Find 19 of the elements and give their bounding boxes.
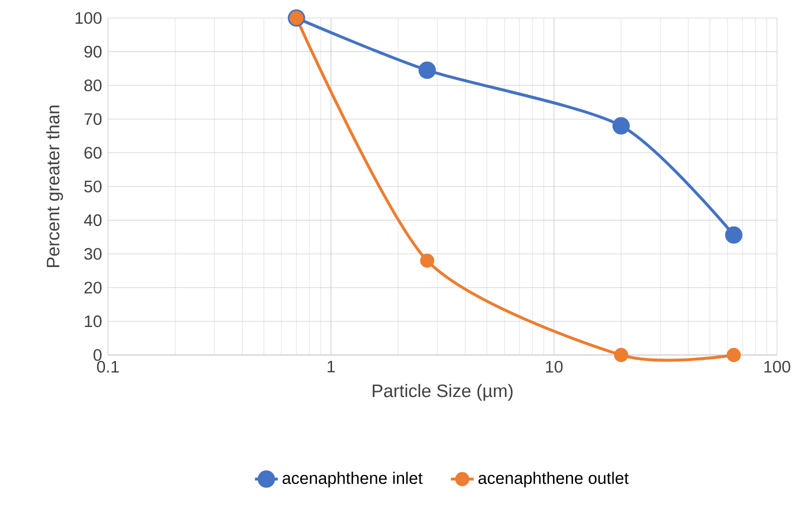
y-tick-label: 60 (84, 146, 102, 159)
y-axis-title: Percent greater than (46, 106, 64, 268)
y-tick-label: 10 (84, 315, 102, 328)
x-tick-label: 100 (764, 360, 790, 373)
x-tick-label: 0.1 (97, 360, 119, 373)
x-tick-label: 1 (328, 360, 335, 372)
y-tick-label: 50 (84, 180, 102, 192)
y-tick-label: 70 (84, 113, 102, 125)
y-tick-label: 90 (84, 46, 102, 58)
y-tick-label: 100 (76, 12, 102, 24)
y-tick-label: 0 (94, 349, 102, 361)
x-axis-title: Particle Size (µm) (372, 384, 513, 401)
y-tick-label: 40 (84, 214, 102, 226)
x-tick-label: 10 (546, 360, 563, 373)
y-tick-label: 80 (84, 80, 102, 92)
y-tick-label: 20 (84, 282, 102, 294)
y-tick-label: 30 (84, 248, 102, 260)
legend-label: acenaphthene outlet (478, 472, 629, 488)
legend-label: acenaphthene inlet (282, 472, 423, 488)
